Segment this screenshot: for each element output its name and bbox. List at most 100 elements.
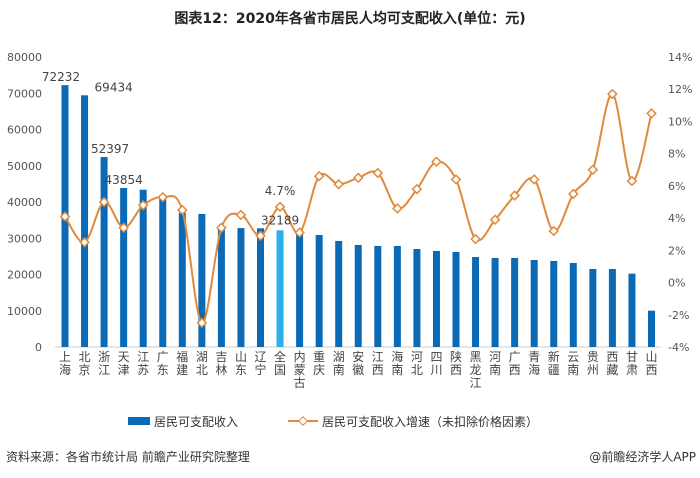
source-note: 资料来源：各省市统计局 前瞻产业研究院整理 bbox=[6, 450, 250, 464]
x-tick-label: 天津 bbox=[118, 350, 130, 377]
bar-甘肃 bbox=[628, 273, 636, 347]
line-marker-甘肃 bbox=[626, 175, 638, 187]
bar-辽宁 bbox=[257, 228, 264, 347]
line-marker-湖南 bbox=[333, 178, 345, 190]
right-tick-label: 14% bbox=[668, 51, 692, 64]
line-marker-湖北 bbox=[196, 317, 208, 329]
line-marker-辽宁 bbox=[255, 230, 266, 242]
bar-贵州 bbox=[589, 268, 597, 347]
line-marker-西藏 bbox=[607, 88, 618, 100]
bar-四川 bbox=[432, 250, 440, 347]
x-tick-label: 广东 bbox=[157, 350, 169, 377]
line-marker-青海 bbox=[528, 174, 540, 185]
left-tick-label: 30000 bbox=[7, 232, 42, 245]
x-tick-label: 河南 bbox=[489, 350, 501, 377]
line-marker-广西 bbox=[509, 190, 520, 201]
x-tick-label: 重庆 bbox=[313, 350, 325, 377]
left-tick-label: 60000 bbox=[7, 124, 42, 137]
x-tick-label: 山东 bbox=[235, 350, 247, 377]
x-tick-label: 福建 bbox=[176, 349, 188, 377]
right-tick-label: 6% bbox=[668, 180, 685, 193]
left-tick-label: 10000 bbox=[7, 305, 42, 318]
line-marker-上海 bbox=[59, 211, 71, 222]
x-tick-label: 陕西 bbox=[450, 349, 462, 377]
line-marker-福建 bbox=[176, 204, 188, 216]
right-tick-label: 0% bbox=[668, 277, 685, 290]
right-tick-label: 2% bbox=[668, 244, 685, 257]
x-tick-label: 新疆 bbox=[548, 349, 560, 377]
bar-湖南 bbox=[335, 240, 343, 347]
line-marker-河南 bbox=[489, 214, 501, 226]
x-tick-label: 安徽 bbox=[352, 349, 364, 377]
x-tick-label: 云南 bbox=[567, 350, 579, 377]
right-tick-label: 10% bbox=[668, 115, 692, 128]
bar-重庆 bbox=[315, 234, 323, 347]
line-marker-安徽 bbox=[352, 172, 364, 184]
bar-黑龙江 bbox=[472, 256, 480, 347]
x-tick-label: 江苏 bbox=[137, 350, 149, 377]
x-tick-label: 内蒙古 bbox=[294, 350, 306, 390]
bar-北京 bbox=[81, 95, 89, 347]
x-tick-label: 全国 bbox=[274, 349, 286, 377]
x-tick-label: 四川 bbox=[430, 350, 442, 377]
x-tick-label: 北京 bbox=[79, 350, 91, 377]
line-marker-江苏 bbox=[137, 199, 149, 211]
line-marker-海南 bbox=[392, 203, 403, 214]
legend-line-marker bbox=[298, 416, 308, 426]
x-tick-label: 浙江 bbox=[98, 350, 110, 377]
bar-data-label: 72232 bbox=[42, 70, 80, 84]
bar-data-label: 43854 bbox=[105, 173, 143, 187]
x-tick-label: 辽宁 bbox=[254, 350, 266, 377]
x-tick-label: 西藏 bbox=[606, 350, 618, 377]
x-tick-label: 海南 bbox=[391, 349, 403, 377]
line-marker-浙江 bbox=[98, 196, 110, 208]
line-marker-全国 bbox=[274, 201, 286, 213]
chart: 0 10000 20000 30000 40000 50000 60000 70000 8000… bbox=[7, 51, 692, 429]
legend-line-label: 居民可支配收入增速（未扣除价格因素） bbox=[322, 414, 538, 429]
bar-data-label: 32189 bbox=[261, 213, 299, 227]
bar-吉林 bbox=[217, 228, 225, 347]
line-marker-黑龙江 bbox=[470, 233, 481, 245]
bar-江西 bbox=[374, 245, 382, 347]
bar-data-label: 52397 bbox=[91, 142, 129, 156]
bar-福建 bbox=[178, 212, 186, 347]
chart-title: 图表12：2020年各省市居民人均可支配收入(单位：元) bbox=[174, 11, 526, 27]
x-tick-label: 广西 bbox=[509, 350, 521, 377]
bar-广东 bbox=[159, 198, 167, 347]
right-tick-label: 4% bbox=[668, 212, 685, 225]
left-tick-label: 80000 bbox=[7, 51, 42, 64]
line-marker-北京 bbox=[79, 236, 90, 248]
bar-全国 bbox=[276, 230, 284, 347]
right-tick-label: -2% bbox=[668, 309, 689, 322]
x-tick-label: 吉林 bbox=[215, 350, 227, 377]
bar-陕西 bbox=[452, 251, 460, 347]
bar-浙江 bbox=[100, 157, 108, 347]
x-tick-label: 湖北 bbox=[196, 349, 208, 377]
x-tick-label: 江西 bbox=[372, 350, 384, 377]
x-tick-label: 河北 bbox=[411, 350, 423, 377]
line-marker-贵州 bbox=[587, 164, 599, 176]
bar-山东 bbox=[237, 228, 245, 347]
line-marker-新疆 bbox=[548, 225, 560, 237]
line-marker-山东 bbox=[235, 209, 247, 221]
x-tick-label: 甘肃 bbox=[626, 350, 638, 377]
line-marker-陕西 bbox=[450, 174, 462, 185]
line-marker-天津 bbox=[118, 222, 129, 234]
line-marker-重庆 bbox=[313, 170, 325, 182]
bar-西藏 bbox=[608, 268, 616, 347]
x-tick-label: 黑龙江 bbox=[470, 350, 482, 390]
line-marker-江西 bbox=[372, 167, 384, 179]
left-tick-label: 50000 bbox=[7, 160, 42, 173]
right-tick-label: 8% bbox=[668, 148, 685, 161]
left-tick-label: 40000 bbox=[7, 196, 42, 209]
line-marker-广东 bbox=[157, 191, 169, 203]
left-tick-label: 20000 bbox=[7, 269, 42, 282]
bar-山西 bbox=[648, 310, 655, 347]
bar-江苏 bbox=[139, 189, 147, 347]
line-marker-山西 bbox=[646, 108, 657, 119]
x-tick-label: 山西 bbox=[645, 350, 657, 377]
bar-海南 bbox=[393, 245, 401, 347]
bar-河北 bbox=[413, 248, 421, 347]
legend-bar-label: 居民可支配收入 bbox=[154, 415, 238, 429]
line-marker-云南 bbox=[567, 188, 579, 200]
